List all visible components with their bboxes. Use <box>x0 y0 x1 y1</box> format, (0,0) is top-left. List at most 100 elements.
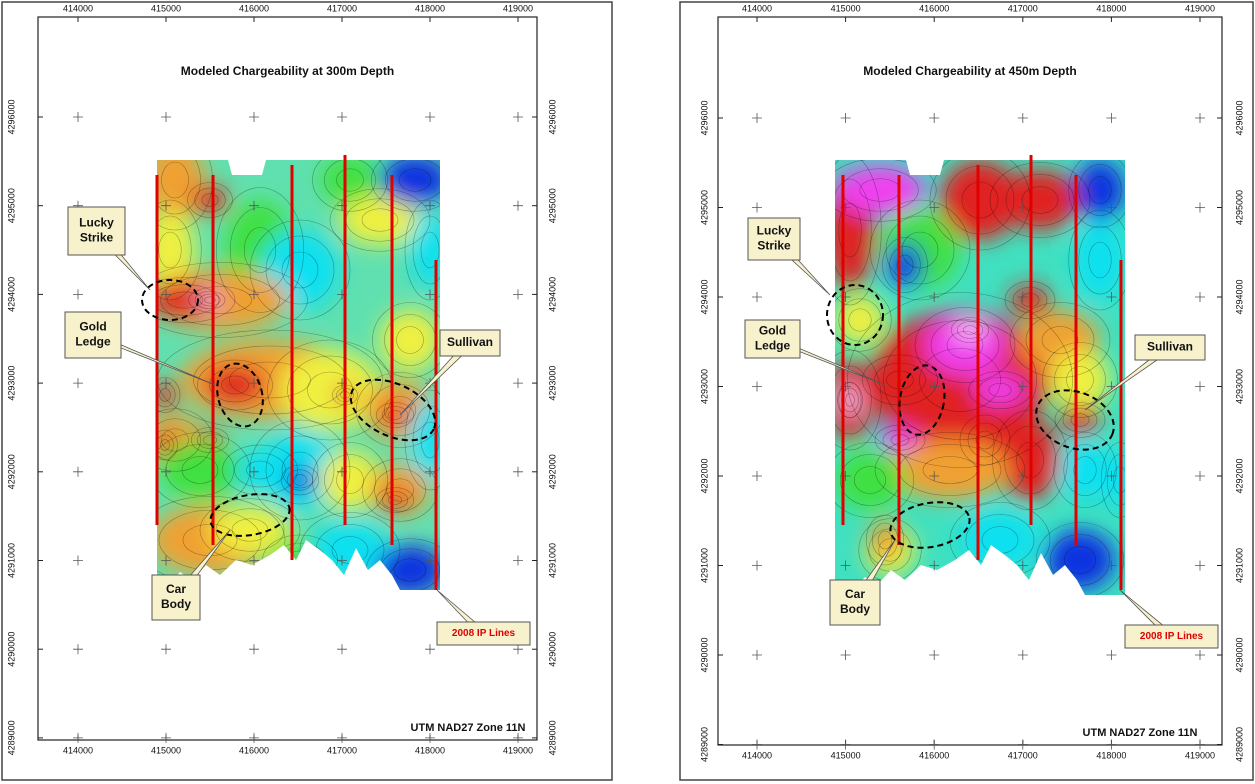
grid-cross <box>161 378 171 389</box>
contour-line <box>157 432 251 508</box>
contour-line <box>1068 209 1125 311</box>
grid-cross <box>1106 560 1117 571</box>
grid-cross <box>1017 381 1028 392</box>
anomaly <box>380 310 440 370</box>
callout-label: Strike <box>80 231 114 245</box>
grid-cross <box>1017 202 1028 213</box>
target-outline <box>1035 389 1115 451</box>
contour-line <box>919 348 1001 412</box>
contour-line <box>883 320 1037 440</box>
grid-cross <box>73 112 83 122</box>
projection-label: UTM NAD27 Zone 11N <box>1083 727 1198 739</box>
callout-label: Gold <box>759 324 786 338</box>
anomaly <box>960 510 1040 570</box>
grid-cross <box>425 466 435 477</box>
contour-line <box>381 491 409 509</box>
contour-line <box>956 321 984 339</box>
contour-line <box>229 361 311 399</box>
y-tick-label: 4293000 <box>547 366 557 401</box>
y-tick-label: 4295000 <box>699 190 709 225</box>
contour-line <box>194 290 226 310</box>
anomaly <box>320 160 380 205</box>
anomaly <box>410 400 440 480</box>
contour-line <box>901 231 939 269</box>
anomaly <box>1075 220 1125 300</box>
contour-line <box>157 215 192 285</box>
x-tick-label: 416000 <box>239 3 269 13</box>
y-tick-label: 4294000 <box>1234 279 1244 314</box>
contour-line <box>835 160 937 222</box>
contour-line <box>874 432 1026 508</box>
y-tick-label: 4291000 <box>6 543 16 578</box>
grid-cross <box>929 113 940 123</box>
grid-cross <box>513 289 523 300</box>
contour-line <box>838 298 882 342</box>
anomaly <box>157 282 225 318</box>
x-tick-label: 418000 <box>415 3 445 13</box>
contour-line <box>375 487 415 513</box>
y-tick-label: 4290000 <box>699 637 709 672</box>
y-tick-label: 4293000 <box>699 369 709 404</box>
grid-cross <box>752 739 762 750</box>
contour-line <box>961 181 999 219</box>
contour-line <box>312 442 388 518</box>
contour-line <box>181 456 219 484</box>
y-tick-label: 4294000 <box>6 277 16 312</box>
anomaly <box>160 440 240 500</box>
grid-cross <box>840 650 851 660</box>
grid-cross <box>752 471 762 481</box>
contour-line <box>160 274 280 326</box>
anomaly <box>380 405 410 425</box>
contour-line <box>215 508 285 552</box>
y-tick-label: 4291000 <box>1234 548 1244 583</box>
x-tick-label: 416000 <box>919 750 949 760</box>
grid-cross <box>249 289 259 300</box>
contour-line <box>412 215 440 285</box>
contour-line <box>946 331 984 359</box>
callout-label: Lucky <box>79 216 114 230</box>
anomaly <box>1050 350 1110 410</box>
y-tick-label: 4294000 <box>547 277 557 312</box>
contour-line <box>166 291 204 309</box>
contour-line <box>157 284 220 316</box>
y-tick-label: 4296000 <box>6 99 16 134</box>
callout-box <box>67 206 126 256</box>
x-tick-label: 415000 <box>831 750 861 760</box>
anomaly <box>340 195 420 245</box>
x-tick-label: 418000 <box>1096 3 1126 13</box>
grid-cross <box>1106 113 1117 123</box>
target-outline <box>216 362 264 428</box>
grid-cross <box>840 560 851 571</box>
grid-cross <box>1106 739 1117 750</box>
callout-label: Body <box>161 597 191 611</box>
callout-label: Car <box>166 582 186 596</box>
callout-label: Car <box>845 587 865 601</box>
grid-cross <box>425 555 435 566</box>
contour-line <box>835 288 892 352</box>
grid-cross <box>1195 739 1205 750</box>
anomaly <box>887 243 923 287</box>
contour-line <box>370 160 440 212</box>
target-outline <box>898 364 946 436</box>
y-tick-label: 4293000 <box>1234 369 1244 404</box>
contour-line <box>197 359 273 411</box>
y-tick-label: 4296000 <box>1234 100 1244 135</box>
x-tick-label: 417000 <box>327 745 357 755</box>
grid-cross <box>161 200 171 211</box>
y-tick-label: 4290000 <box>6 632 16 667</box>
contour-line <box>157 377 181 413</box>
map-frame <box>37 16 538 741</box>
grid-cross <box>840 113 851 123</box>
map-title: Modeled Chargeability at 300m Depth <box>181 64 394 78</box>
contour-line <box>202 435 218 445</box>
contour-line <box>355 372 440 448</box>
y-tick-label: 4292000 <box>547 454 557 489</box>
callout-box <box>829 579 881 626</box>
map-frame <box>717 16 1223 746</box>
contour-line <box>280 464 320 496</box>
x-tick-label: 414000 <box>63 745 93 755</box>
contour-line <box>243 227 277 273</box>
grid-cross <box>752 113 762 123</box>
